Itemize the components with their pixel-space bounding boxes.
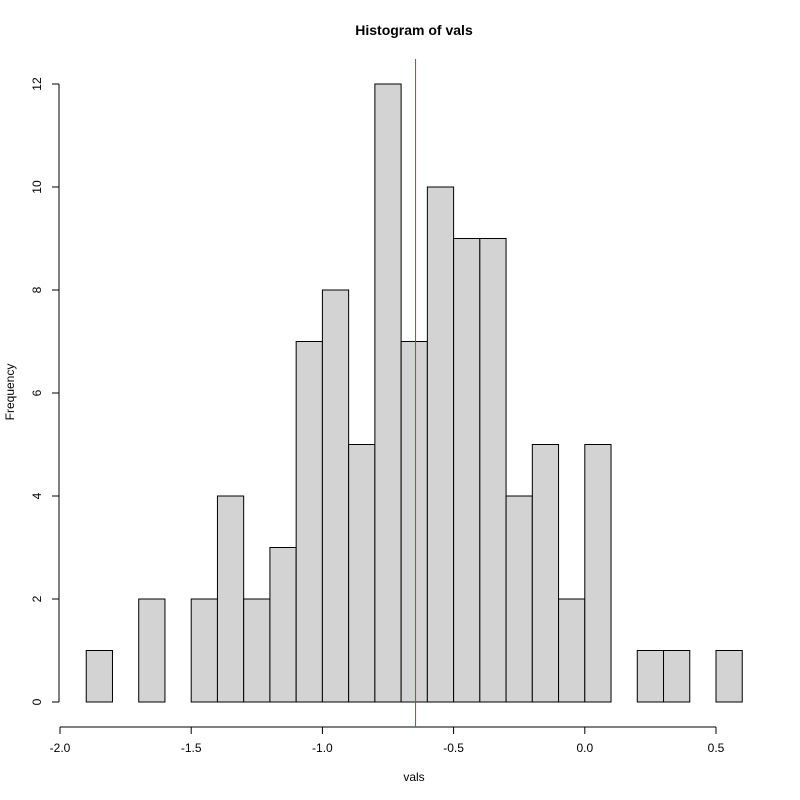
- y-tick-label: 2: [30, 595, 44, 602]
- x-tick-label: -1.5: [181, 741, 202, 755]
- bars-group: [85, 83, 743, 703]
- histogram-bar: [558, 598, 586, 703]
- histogram-bar: [85, 650, 113, 703]
- histogram-bar: [531, 444, 560, 703]
- histogram-bar: [400, 341, 428, 703]
- y-tick-label: 0: [30, 698, 44, 705]
- x-tick-label: -2.0: [50, 741, 71, 755]
- x-tick-label: 0.0: [576, 741, 593, 755]
- y-axis: 0 2 4 6 8 10 12: [30, 77, 60, 705]
- histogram-bar: [295, 341, 323, 703]
- histogram-bar: [453, 238, 481, 703]
- x-tick-label: 0.5: [708, 741, 725, 755]
- histogram-bar: [138, 598, 166, 703]
- histogram-bar: [715, 650, 743, 703]
- y-tick-label: 12: [30, 77, 44, 91]
- histogram-bar: [479, 238, 507, 703]
- histogram-bar: [505, 495, 533, 703]
- y-tick-label: 6: [30, 389, 44, 396]
- histogram-bar: [348, 444, 376, 703]
- x-tick-label: -1.0: [312, 741, 333, 755]
- histogram-bar: [243, 598, 271, 703]
- y-tick-label: 4: [30, 492, 44, 499]
- histogram-bar: [374, 83, 402, 703]
- histogram-bar: [584, 444, 612, 703]
- x-tick-label: -0.5: [443, 741, 464, 755]
- histogram-bar: [426, 186, 455, 703]
- histogram-bar: [321, 289, 350, 703]
- histogram-bar: [190, 598, 218, 703]
- y-axis-label: Frequency: [3, 364, 17, 421]
- histogram-bar: [663, 650, 691, 703]
- histogram-bar: [216, 495, 245, 703]
- x-axis: -2.0 -1.5 -1.0 -0.5 0.0 0.5: [50, 726, 725, 755]
- y-tick-label: 10: [30, 180, 44, 194]
- chart-title: Histogram of vals: [355, 22, 473, 38]
- histogram-bar: [269, 547, 297, 703]
- y-tick-label: 8: [30, 286, 44, 293]
- histogram-bar: [636, 650, 665, 703]
- x-axis-label: vals: [403, 770, 424, 784]
